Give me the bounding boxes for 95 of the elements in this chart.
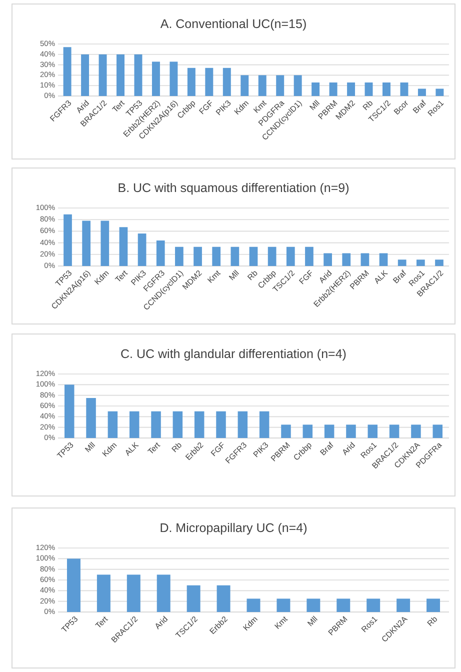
- bar: [347, 82, 356, 96]
- bar: [230, 246, 240, 266]
- x-tick-label: Tert: [114, 268, 130, 284]
- x-tick-label: Kdm: [92, 268, 112, 287]
- bar: [281, 424, 291, 438]
- bar: [294, 75, 302, 96]
- bar: [156, 574, 170, 612]
- bar: [276, 598, 290, 612]
- bar: [100, 220, 110, 266]
- bar: [306, 598, 320, 612]
- bar: [302, 424, 313, 438]
- bar: [364, 82, 373, 96]
- x-tick-label: Rb: [170, 440, 184, 454]
- bar: [238, 411, 248, 438]
- bar: [96, 574, 110, 612]
- bar: [346, 424, 356, 438]
- bar: [64, 214, 72, 266]
- bar: [426, 598, 440, 612]
- bar: [398, 260, 406, 266]
- x-tick-label: Mll: [227, 268, 241, 282]
- bar: [126, 574, 140, 612]
- bar: [172, 411, 183, 438]
- bar: [156, 240, 165, 266]
- x-tick-label: Tert: [146, 440, 162, 456]
- bar: [138, 234, 146, 266]
- x-tick-label: Mll: [83, 440, 98, 454]
- bar: [81, 54, 90, 96]
- x-tick-label: Kdm: [232, 98, 251, 117]
- bar: [98, 54, 107, 96]
- bar: [276, 75, 284, 96]
- bar: [119, 227, 128, 266]
- bar: [175, 246, 184, 266]
- chart-title: C. UC with glandular differentiation (n=4): [120, 347, 346, 361]
- x-tick-label: Kdm: [241, 614, 260, 633]
- bar: [152, 62, 160, 96]
- bar: [286, 246, 295, 266]
- chart-title: B. UC with squamous differentiation (n=9): [118, 181, 350, 195]
- bar: [66, 558, 80, 612]
- x-tick-label: Kmt: [272, 614, 290, 631]
- bar: [360, 253, 370, 266]
- x-tick-label: Kmt: [206, 268, 223, 285]
- bar: [116, 54, 124, 96]
- x-tick-label: Rb: [246, 268, 260, 282]
- bar: [342, 253, 351, 266]
- bar: [86, 398, 96, 438]
- bar: [400, 82, 408, 96]
- bar: [134, 54, 142, 96]
- x-tick-label: Tert: [110, 98, 127, 114]
- x-tick-label: Mll: [306, 614, 320, 628]
- x-tick-label: Mll: [308, 98, 322, 112]
- bar: [411, 424, 421, 438]
- bar: [151, 411, 161, 438]
- bar: [216, 585, 230, 612]
- chart-title: A. Conventional UC(n=15): [160, 17, 307, 31]
- bar: [246, 598, 260, 612]
- bar: [108, 411, 118, 438]
- bar: [259, 411, 270, 438]
- bar: [418, 88, 426, 96]
- bar: [416, 260, 425, 266]
- bar: [329, 82, 338, 96]
- bar: [216, 411, 226, 438]
- bar: [389, 424, 400, 438]
- bar: [432, 424, 442, 438]
- bar: [212, 246, 221, 266]
- bar: [324, 253, 332, 266]
- bar: [194, 411, 204, 438]
- x-tick-label: Tert: [94, 614, 110, 630]
- bar: [205, 68, 214, 96]
- bar: [258, 75, 266, 96]
- bar: [396, 598, 410, 612]
- bar: [222, 68, 231, 96]
- bar: [186, 585, 200, 612]
- x-tick-label: Kdm: [100, 440, 119, 459]
- bar: [249, 246, 258, 266]
- x-tick-label: Rb: [426, 614, 440, 628]
- bar: [170, 62, 178, 96]
- bar: [64, 384, 74, 438]
- bar: [305, 246, 314, 266]
- bar: [436, 88, 444, 96]
- bar: [82, 220, 91, 266]
- bar: [268, 246, 276, 266]
- bar: [63, 47, 72, 96]
- chart-title: D. Micropapillary UC (n=4): [160, 521, 308, 535]
- bar: [129, 411, 140, 438]
- bar: [324, 424, 334, 438]
- bar: [435, 260, 444, 266]
- bar: [336, 598, 350, 612]
- bar: [187, 68, 196, 96]
- bar: [194, 246, 202, 266]
- bar: [312, 82, 320, 96]
- bar: [366, 598, 380, 612]
- bar: [379, 253, 388, 266]
- bar: [368, 424, 378, 438]
- bar: [240, 75, 249, 96]
- bar: [382, 82, 390, 96]
